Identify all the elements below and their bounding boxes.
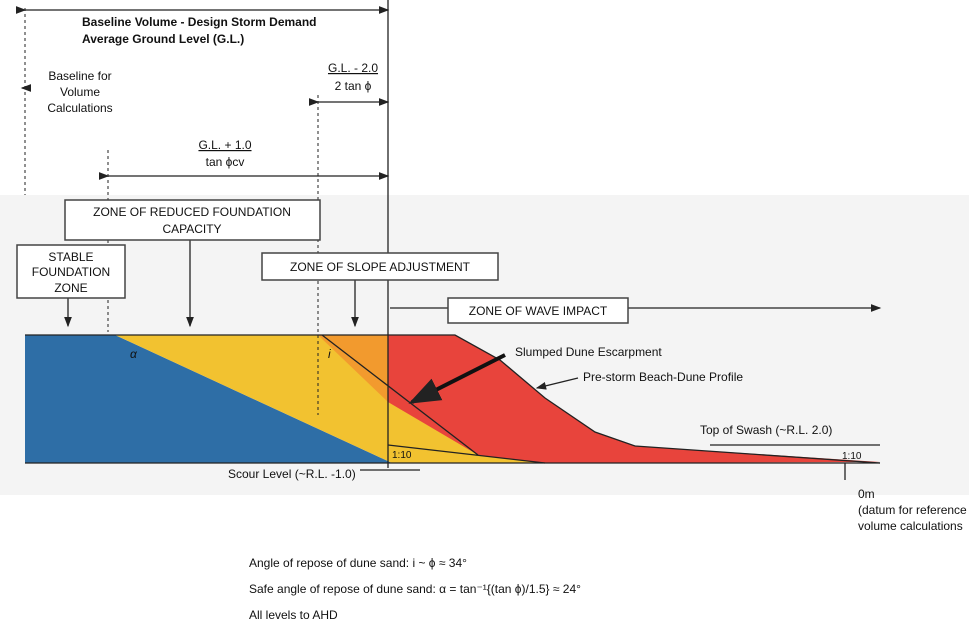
stable-zone-fill (25, 335, 392, 463)
header-line: Baseline Volume - Design Storm Demand (82, 15, 317, 29)
note: Safe angle of repose of dune sand: α = t… (249, 582, 581, 596)
zone-label: ZONE OF SLOPE ADJUSTMENT (290, 260, 471, 274)
zone-box (16, 244, 126, 299)
zone-label: CAPACITY (162, 222, 221, 236)
repose-line (321, 334, 479, 456)
fraction-den: tan ϕcv (206, 155, 245, 169)
annotation: 0m (858, 487, 875, 501)
zone-box (64, 199, 321, 241)
fraction-num: G.L. - 2.0 (328, 61, 378, 75)
annotation: 1:10 (392, 450, 412, 461)
annotation: Slumped Dune Escarpment (515, 345, 662, 359)
baseline-label: Volume (60, 85, 100, 99)
annotation: Scour Level (~R.L. -1.0) (228, 467, 356, 481)
profile-pointer (535, 377, 579, 390)
escarpment-arrow (408, 353, 506, 404)
zone-label: ZONE OF WAVE IMPACT (469, 304, 608, 318)
zone-label: STABLE (48, 250, 93, 264)
annotation: Pre-storm Beach-Dune Profile (583, 370, 743, 384)
annotation: 1:10 (842, 451, 862, 462)
profile-line (25, 334, 881, 464)
header-line: Average Ground Level (G.L.) (82, 32, 244, 46)
note: All levels to AHD (249, 608, 338, 622)
zone-label: ZONE (54, 281, 87, 295)
slope-zone-fill (318, 335, 388, 402)
baseline-label: Baseline for (48, 69, 111, 83)
annotation: Top of Swash (~R.L. 2.0) (700, 423, 832, 437)
fraction-num: G.L. + 1.0 (198, 138, 251, 152)
note: Angle of repose of dune sand: i ~ ϕ ≈ 34… (249, 556, 467, 570)
baseline-label: Calculations (47, 101, 112, 115)
annotation: volume calculations (858, 519, 963, 533)
slope-line (387, 444, 546, 464)
wave-zone-fill (388, 335, 880, 463)
fraction-den: 2 tan ϕ (335, 79, 372, 93)
zone-box (447, 297, 629, 324)
annotation: (datum for reference (858, 503, 967, 517)
zone-box (261, 252, 499, 281)
zone-label: ZONE OF REDUCED FOUNDATION (93, 205, 291, 219)
annotation: α (130, 347, 138, 361)
annotation: i (328, 347, 331, 361)
zone-label: FOUNDATION (32, 265, 110, 279)
